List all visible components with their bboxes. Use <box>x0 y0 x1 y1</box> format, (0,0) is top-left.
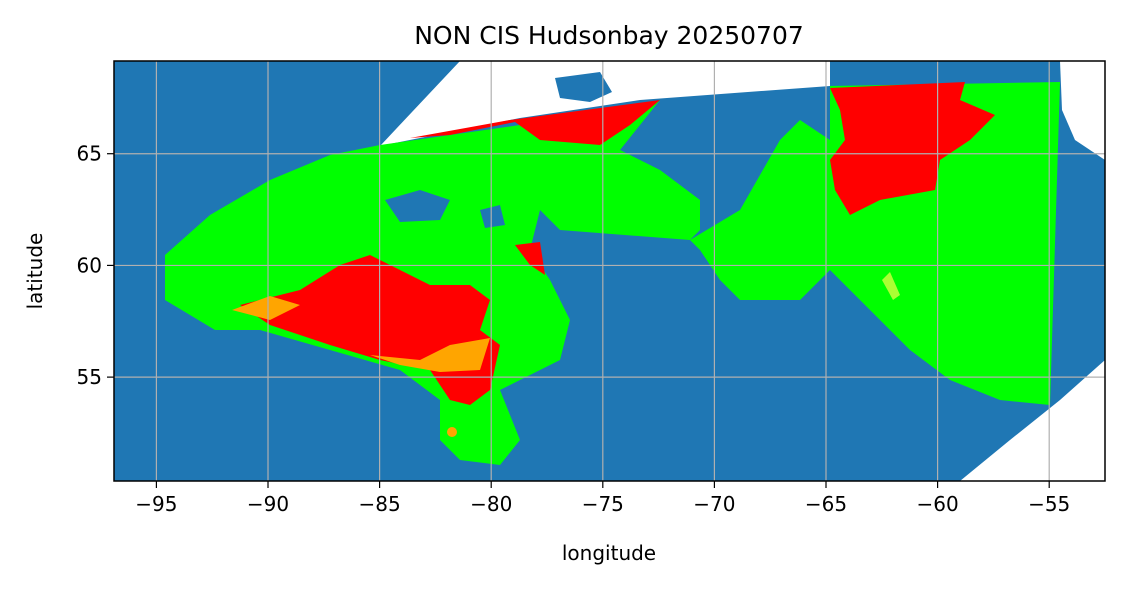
ice-region <box>370 338 490 372</box>
y-axis-label: latitude <box>23 233 47 310</box>
x-tick-label: −95 <box>135 492 177 516</box>
ice-region <box>830 82 995 215</box>
grid <box>114 61 1105 481</box>
ice-region <box>447 427 457 437</box>
y-tick-label: 55 <box>77 365 102 389</box>
map <box>114 61 1105 481</box>
x-tick-label: −55 <box>1028 492 1070 516</box>
ice-region <box>882 272 900 300</box>
white-area <box>380 61 830 146</box>
x-tick-label: −65 <box>805 492 847 516</box>
y-tick-label: 60 <box>77 253 102 277</box>
ice-region <box>690 82 1060 405</box>
island <box>385 190 450 222</box>
x-tick-label: −80 <box>470 492 512 516</box>
white-area <box>1060 61 1105 160</box>
ice-region <box>165 100 700 465</box>
island <box>480 205 505 228</box>
x-tick-label: −70 <box>693 492 735 516</box>
ice-region <box>232 296 300 320</box>
ice-region <box>410 100 660 145</box>
y-tick-label: 65 <box>77 142 102 166</box>
x-tick-label: −90 <box>247 492 289 516</box>
x-tick-label: −85 <box>358 492 400 516</box>
chart-title: NON CIS Hudsonbay 20250707 <box>414 21 804 50</box>
x-tick-label: −75 <box>582 492 624 516</box>
x-tick-label: −60 <box>916 492 958 516</box>
x-axis-label: longitude <box>562 541 656 565</box>
plot-frame <box>113 60 1106 482</box>
white-area <box>960 360 1105 481</box>
island <box>555 72 612 102</box>
ice-region <box>515 242 545 275</box>
